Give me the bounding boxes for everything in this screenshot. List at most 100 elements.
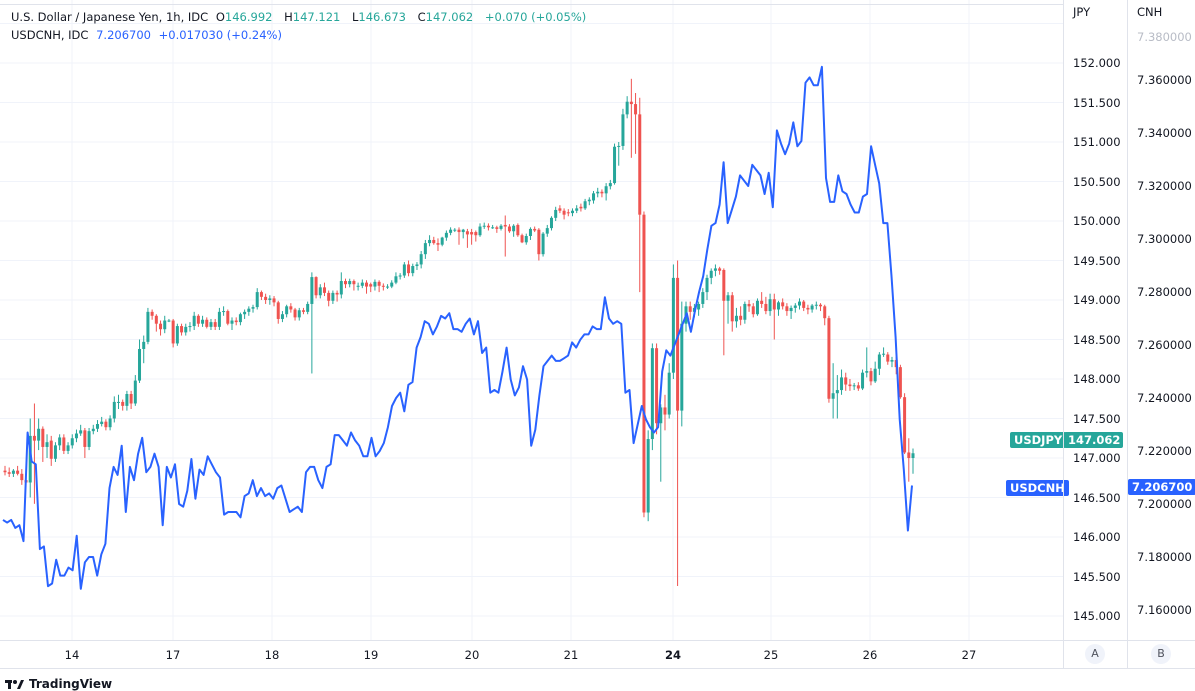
candle-body — [478, 226, 482, 236]
candle-body — [243, 311, 247, 315]
candle-body — [512, 225, 516, 232]
close-label: C — [417, 10, 426, 24]
candle-body — [196, 315, 200, 324]
tradingview-logo[interactable]: TradingView — [5, 677, 112, 691]
candle-body — [373, 281, 377, 287]
chart-pane[interactable]: U.S. Dollar / Japanese Yen, 1h, IDC O146… — [0, 0, 1069, 640]
candle-body — [20, 473, 24, 481]
price-scale-a[interactable]: JPY 152.000 151.500 151.000 150.500 150.000 1… — [1063, 0, 1127, 640]
candle-body — [823, 306, 827, 319]
candle-body — [402, 264, 406, 276]
candle-body — [230, 320, 234, 324]
candle-body — [440, 237, 444, 245]
axis-divider — [1063, 641, 1064, 668]
candle-body — [764, 303, 768, 312]
price-plot[interactable] — [0, 0, 1063, 640]
candle-body — [491, 227, 495, 229]
candle-body — [444, 232, 448, 238]
candle-body — [184, 326, 188, 333]
candle-body — [650, 348, 654, 440]
candle-body — [676, 277, 680, 411]
candle-body — [352, 281, 356, 285]
candle-body — [449, 229, 453, 233]
candle-body — [760, 300, 764, 304]
candle-body — [592, 193, 596, 201]
candle-body — [739, 315, 743, 320]
brand-name: TradingView — [29, 677, 113, 691]
candle-body — [41, 428, 45, 447]
scale-a-tick: 148.000 — [1073, 372, 1121, 386]
candle-body — [133, 380, 137, 404]
candle-body — [125, 394, 129, 406]
candle-body — [377, 281, 381, 286]
time-tick: 20 — [464, 648, 480, 662]
candle-body — [730, 295, 734, 322]
candle-body — [856, 385, 860, 389]
candle-body — [566, 212, 570, 214]
candle-body — [91, 428, 95, 432]
close-value: 147.062 — [425, 10, 474, 24]
time-tick: 18 — [264, 648, 280, 662]
scale-a-tick: 146.500 — [1073, 490, 1121, 505]
candle-body — [104, 421, 108, 428]
candle-body — [743, 303, 747, 320]
candle-body — [776, 302, 780, 310]
candle-body — [852, 385, 856, 387]
compare-series-legend: USDCNH, IDC 7.206700 +0.017030 (+0.24%) — [11, 28, 286, 42]
candle-body — [331, 292, 335, 301]
candle-body — [436, 243, 440, 245]
candle-body — [877, 354, 881, 369]
candle-body — [507, 226, 511, 232]
candle-body — [390, 282, 394, 287]
time-tick: 21 — [563, 648, 579, 662]
candle-body — [831, 393, 835, 399]
scale-a-tick: 146.000 — [1073, 530, 1121, 544]
scale-b-tick: 7.340000 — [1137, 126, 1192, 140]
candle-body — [163, 320, 167, 330]
candle-body — [192, 315, 196, 327]
time-axis[interactable]: 14 17 18 19 20 21 24 25 26 27 A B — [0, 640, 1195, 669]
candle-body — [844, 377, 848, 385]
candle-body — [217, 311, 221, 327]
candle-body — [259, 292, 263, 297]
candle-body — [306, 303, 310, 312]
candle-body — [339, 281, 343, 295]
candle-body — [138, 348, 142, 381]
candle-body — [70, 438, 74, 446]
candle-body — [7, 472, 11, 474]
candle-body — [571, 210, 574, 214]
candle-body — [600, 191, 604, 194]
symbol-title[interactable]: U.S. Dollar / Japanese Yen, 1h, IDC — [11, 10, 209, 24]
candle-body — [663, 407, 667, 415]
candle-body — [827, 318, 831, 399]
price-scale-b[interactable]: CNH 7.380000 7.360000 7.340000 7.320000 7.30… — [1127, 0, 1195, 640]
candle-body — [470, 232, 474, 235]
candle-body — [718, 268, 722, 271]
scale-a-button[interactable]: A — [1085, 644, 1105, 664]
candle-body — [251, 307, 255, 309]
scale-b-tick: 7.300000 — [1137, 232, 1192, 246]
candle-body — [272, 298, 276, 303]
candle-body — [234, 320, 238, 323]
candle-body — [747, 303, 751, 307]
candle-body — [285, 306, 289, 315]
candle-body — [150, 311, 154, 316]
candle-body — [247, 308, 251, 312]
candle-body — [457, 229, 461, 233]
tradingview-logo-icon — [5, 680, 24, 689]
compare-title[interactable]: USDCNH, IDC — [11, 28, 89, 42]
candle-body — [873, 368, 877, 382]
candle-body — [167, 320, 171, 322]
candle-body — [348, 281, 352, 285]
candle-body — [314, 277, 318, 296]
candle-body — [318, 287, 322, 296]
candle-body — [289, 306, 293, 310]
candle-body — [579, 206, 583, 209]
candle-body — [655, 348, 659, 424]
scale-b-button[interactable]: B — [1151, 644, 1171, 664]
candle-body — [524, 236, 528, 243]
candle-body — [100, 421, 104, 425]
candle-body — [394, 276, 398, 283]
candle-body — [432, 239, 436, 244]
low-label: L — [351, 10, 359, 24]
